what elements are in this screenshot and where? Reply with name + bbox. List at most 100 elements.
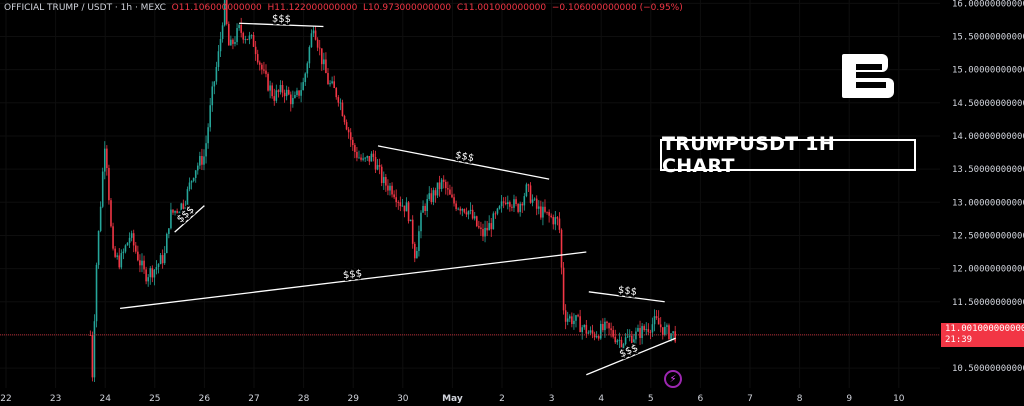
candle-body <box>401 205 404 207</box>
candle-body <box>602 323 604 331</box>
x-tick-label: 22 <box>0 394 11 404</box>
candle-body <box>302 82 304 91</box>
chart-title-box: TRUMPUSDT 1H CHART <box>660 133 916 177</box>
x-tick-label: 28 <box>298 394 310 404</box>
candle-body <box>320 48 323 65</box>
y-tick-label: 14.500000000000 <box>952 99 1024 109</box>
candle-body <box>575 315 577 321</box>
x-tick-label: 29 <box>347 394 359 404</box>
candle-body <box>120 253 123 268</box>
candle-body <box>620 339 623 349</box>
trendline <box>377 145 550 180</box>
candle-body <box>337 97 340 103</box>
candle-body <box>308 47 311 64</box>
candle-body <box>143 260 145 270</box>
candle-body <box>426 199 428 212</box>
candle-body <box>593 333 596 338</box>
candle-body <box>184 206 187 210</box>
candle-body <box>453 197 455 204</box>
candle-body <box>199 156 201 166</box>
candle-body <box>99 206 102 231</box>
candle-body <box>624 337 627 345</box>
candle-body <box>234 42 236 44</box>
candle-body <box>434 190 437 196</box>
candle-body <box>544 206 546 212</box>
candle-body <box>95 264 98 322</box>
candle-body <box>399 202 402 207</box>
candle-body <box>159 255 162 265</box>
candle-body <box>232 39 234 44</box>
x-tick-label: May <box>442 394 463 404</box>
candle-body <box>132 233 135 246</box>
candle-body <box>130 233 133 238</box>
candle-body <box>151 268 154 278</box>
candle-body <box>630 335 633 344</box>
candle-body <box>329 83 331 85</box>
candle-body <box>668 325 670 339</box>
candle-body <box>343 115 346 123</box>
candle-body <box>277 90 280 92</box>
candle-body <box>403 205 406 212</box>
high-value: H11.122000000000 <box>267 3 358 13</box>
candle-body <box>124 245 127 252</box>
candle-body <box>455 203 457 210</box>
candle-body <box>651 324 654 333</box>
candle-body <box>585 324 588 334</box>
candle-body <box>587 332 590 334</box>
symbol-label[interactable]: OFFICIAL TRUMP / USDT · 1h · MEXC <box>4 3 166 13</box>
candle-body <box>314 30 317 40</box>
candle-body <box>101 171 104 207</box>
x-tick-label: 7 <box>747 394 753 404</box>
candle-body <box>478 226 480 228</box>
trendline <box>120 251 587 310</box>
lightning-icon[interactable]: ⚡ <box>664 370 682 388</box>
candle-body <box>597 336 600 339</box>
candle-body <box>165 233 168 254</box>
candle-body <box>116 255 118 257</box>
candle-body <box>465 212 468 215</box>
candle-body <box>467 210 470 215</box>
candle-body <box>252 35 255 47</box>
candle-body <box>248 35 251 40</box>
y-tick-label: 15.500000000000 <box>952 32 1024 42</box>
candle-body <box>525 184 528 197</box>
candle-body <box>515 199 517 204</box>
candle-body <box>562 267 565 311</box>
current-price-value: 11.001000000000 <box>945 324 1024 334</box>
candle-body <box>432 190 435 203</box>
x-tick-label: 30 <box>397 394 409 404</box>
y-tick-label: 10.500000000000 <box>952 364 1024 374</box>
candle-body <box>554 217 557 225</box>
candle-body <box>370 153 373 162</box>
candle-body <box>577 315 579 317</box>
candle-body <box>289 94 292 105</box>
candle-body <box>496 208 499 214</box>
candle-body <box>298 90 300 96</box>
candle-body <box>345 122 348 130</box>
x-tick-label: 2 <box>499 394 505 404</box>
candle-body <box>163 253 166 264</box>
candle-body <box>180 203 183 213</box>
candle-body <box>126 242 129 246</box>
candle-body <box>283 92 286 97</box>
candle-body <box>213 81 216 87</box>
candle-body <box>645 329 648 331</box>
x-tick-label: 27 <box>248 394 259 404</box>
candle-body <box>529 185 532 203</box>
candle-body <box>573 320 575 325</box>
candle-body <box>604 321 606 331</box>
candle-body <box>190 180 193 183</box>
candle-body <box>211 86 214 106</box>
candle-body <box>378 165 381 167</box>
candle-body <box>647 329 650 332</box>
candle-body <box>380 166 383 184</box>
candle-body <box>250 35 253 36</box>
candle-body <box>537 206 540 209</box>
candle-body <box>494 213 497 215</box>
candle-body <box>521 203 524 206</box>
candle-body <box>149 268 152 278</box>
candle-body <box>347 129 350 133</box>
candle-body <box>287 89 290 95</box>
x-tick-label: 23 <box>50 394 61 404</box>
